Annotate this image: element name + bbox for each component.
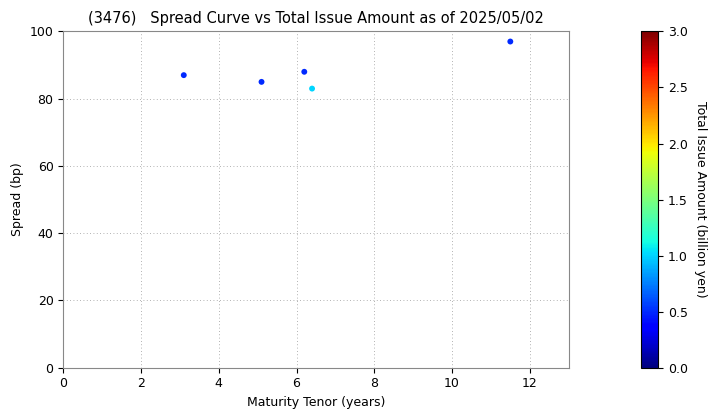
Point	[306, 85, 318, 92]
Y-axis label: Spread (bp): Spread (bp)	[11, 163, 24, 236]
Y-axis label: Total Issue Amount (billion yen): Total Issue Amount (billion yen)	[694, 101, 707, 298]
Point	[299, 68, 310, 75]
Title: (3476)   Spread Curve vs Total Issue Amount as of 2025/05/02: (3476) Spread Curve vs Total Issue Amoun…	[88, 11, 544, 26]
Point	[256, 79, 267, 85]
X-axis label: Maturity Tenor (years): Maturity Tenor (years)	[247, 396, 385, 409]
Point	[178, 72, 189, 79]
Point	[505, 38, 516, 45]
